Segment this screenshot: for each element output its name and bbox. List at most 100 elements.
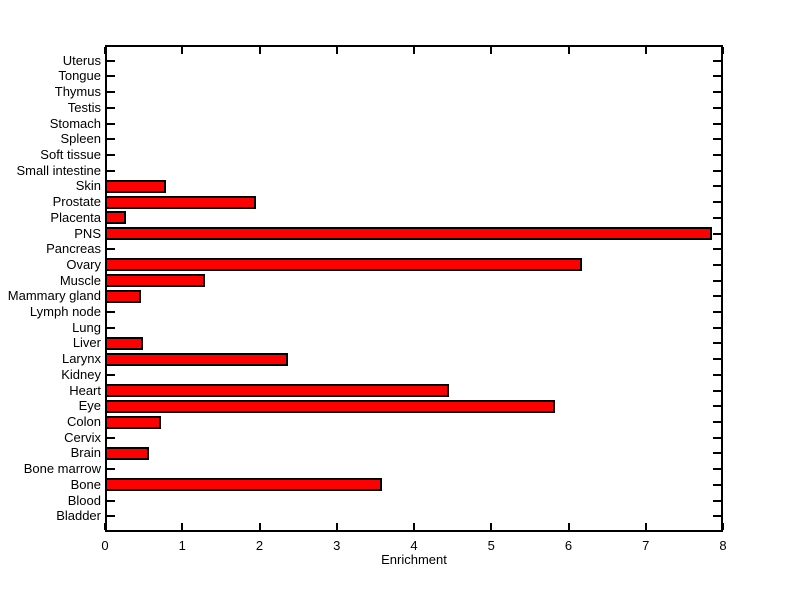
- y-tick-cervix: [713, 436, 721, 439]
- category-label-muscle: Muscle: [59, 272, 101, 288]
- bar-heart: [105, 384, 449, 398]
- y-tick-kidney: [713, 373, 721, 376]
- category-label-tongue: Tongue: [58, 68, 101, 84]
- bar-liver: [105, 336, 143, 350]
- y-tick-tongue: [713, 75, 721, 78]
- bar-colon: [105, 415, 161, 429]
- bar-ovary: [105, 258, 583, 272]
- y-tick-small-intestine: [107, 169, 115, 172]
- x-tick-4: [413, 523, 415, 530]
- y-tick-pancreas: [713, 248, 721, 251]
- y-tick-bone: [713, 483, 721, 486]
- y-tick-lymph-node: [713, 311, 721, 314]
- x-tick-6: [567, 523, 570, 530]
- category-label-small-intestine: Small intestine: [16, 162, 101, 178]
- category-label-colon: Colon: [67, 414, 101, 430]
- x-tick-8: [722, 47, 724, 54]
- x-tick-label-1: 1: [178, 538, 186, 553]
- x-tick-3: [335, 47, 338, 54]
- x-tick-label-5: 5: [487, 538, 495, 553]
- y-tick-muscle: [713, 279, 721, 282]
- x-tick-label-4: 4: [410, 538, 418, 553]
- y-tick-spleen: [107, 138, 115, 141]
- y-tick-soft-tissue: [713, 153, 721, 156]
- y-tick-pns: [713, 232, 721, 235]
- y-tick-lung: [713, 326, 721, 329]
- y-tick-blood: [713, 499, 721, 502]
- category-label-spleen: Spleen: [60, 131, 101, 147]
- y-tick-liver: [713, 342, 721, 345]
- bar-prostate: [105, 195, 257, 209]
- y-tick-lymph-node: [107, 311, 115, 314]
- bar-pns: [105, 227, 713, 241]
- x-tick-8: [722, 523, 724, 530]
- y-tick-bone-marrow: [713, 468, 721, 471]
- bar-muscle: [105, 274, 206, 288]
- y-tick-tongue: [107, 75, 115, 78]
- y-tick-testis: [713, 106, 721, 109]
- y-tick-colon: [713, 421, 721, 424]
- y-tick-heart: [713, 389, 721, 392]
- x-tick-7: [644, 47, 647, 54]
- y-tick-stomach: [713, 122, 721, 125]
- category-label-bone-marrow: Bone marrow: [23, 461, 101, 477]
- bar-placenta: [105, 211, 126, 225]
- x-tick-4: [413, 47, 415, 54]
- category-label-testis: Testis: [67, 99, 101, 115]
- y-tick-stomach: [107, 122, 115, 125]
- x-tick-label-2: 2: [255, 538, 264, 553]
- category-label-soft-tissue: Soft tissue: [40, 146, 101, 162]
- x-axis-title: Enrichment: [381, 552, 447, 567]
- y-tick-eye: [713, 405, 721, 408]
- category-label-eye: Eye: [78, 398, 101, 414]
- category-label-larynx: Larynx: [61, 351, 101, 367]
- x-tick-label-6: 6: [564, 538, 573, 553]
- category-label-blood: Blood: [67, 492, 101, 508]
- y-tick-prostate: [713, 201, 721, 204]
- category-label-heart: Heart: [69, 382, 101, 398]
- category-label-kidney: Kidney: [61, 366, 101, 382]
- y-tick-bladder: [713, 515, 721, 518]
- category-label-prostate: Prostate: [52, 194, 101, 210]
- y-tick-mammary-gland: [713, 295, 721, 298]
- bar-bone: [105, 478, 382, 492]
- x-tick-2: [258, 523, 261, 530]
- x-tick-3: [335, 523, 338, 530]
- y-tick-lung: [107, 326, 115, 329]
- category-label-mammary-gland: Mammary gland: [7, 288, 101, 304]
- y-tick-testis: [107, 106, 115, 109]
- y-tick-thymus: [713, 91, 721, 94]
- x-tick-label-7: 7: [642, 538, 650, 553]
- y-tick-cervix: [107, 436, 115, 439]
- y-tick-pancreas: [107, 248, 115, 251]
- bar-skin: [105, 179, 167, 193]
- y-tick-thymus: [107, 91, 115, 94]
- y-tick-uterus: [713, 59, 721, 62]
- category-label-stomach: Stomach: [49, 115, 101, 131]
- bar-brain: [105, 446, 150, 460]
- x-tick-label-0: 0: [101, 538, 109, 553]
- y-tick-placenta: [713, 216, 721, 219]
- category-label-bladder: Bladder: [56, 508, 101, 524]
- bar-mammary-gland: [105, 289, 141, 303]
- category-label-placenta: Placenta: [50, 209, 101, 225]
- category-label-cervix: Cervix: [64, 429, 101, 445]
- plot-area: [104, 45, 724, 532]
- category-label-brain: Brain: [70, 445, 101, 461]
- y-tick-brain: [713, 452, 721, 455]
- category-label-thymus: Thymus: [54, 84, 101, 100]
- category-label-pancreas: Pancreas: [46, 241, 101, 257]
- category-label-liver: Liver: [72, 335, 101, 351]
- y-tick-larynx: [713, 358, 721, 361]
- y-tick-bladder: [107, 515, 115, 518]
- bar-larynx: [105, 352, 289, 366]
- y-tick-small-intestine: [713, 169, 721, 172]
- category-label-bone: Bone: [70, 476, 101, 492]
- y-tick-uterus: [107, 59, 115, 62]
- x-tick-5: [490, 47, 493, 54]
- category-label-ovary: Ovary: [66, 256, 101, 272]
- y-tick-blood: [107, 499, 115, 502]
- x-tick-1: [181, 47, 184, 54]
- x-tick-5: [490, 523, 493, 530]
- x-tick-label-3: 3: [333, 538, 341, 553]
